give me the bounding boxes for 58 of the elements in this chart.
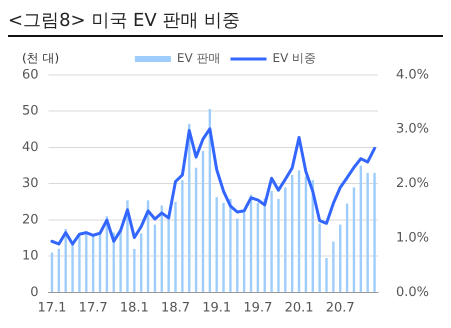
bar (64, 228, 67, 292)
y2-tick-label: 4.0% (396, 67, 430, 82)
y-tick-label: 10 (22, 248, 39, 264)
bar (85, 234, 88, 292)
y2-tick-label: 0.0% (396, 284, 430, 300)
bar (181, 180, 184, 292)
bar (304, 176, 308, 292)
bar (140, 233, 142, 292)
y2-tick-label: 3.0% (396, 122, 430, 137)
bar (346, 204, 348, 292)
bar (284, 187, 287, 292)
y-tick-label: 40 (22, 140, 39, 155)
bar (106, 216, 108, 292)
bar (339, 224, 342, 292)
bar (71, 245, 74, 292)
bar (332, 242, 335, 292)
bar (146, 200, 150, 292)
bar (194, 168, 198, 292)
y-tick-label: 30 (22, 176, 39, 192)
bar (360, 166, 362, 292)
bar (119, 228, 122, 292)
x-tick-label: 20.1 (284, 300, 314, 316)
bar (242, 212, 246, 292)
y-tick-label: 20 (22, 212, 39, 228)
bar (366, 172, 369, 292)
y-tick-label: 50 (22, 104, 39, 119)
legend-label: EV 판매 (176, 51, 221, 66)
bar (264, 198, 266, 292)
bar (58, 248, 60, 292)
bar (78, 236, 81, 292)
y-axis-title: (천 대) (22, 51, 60, 66)
x-tick-label: 19.7 (243, 300, 272, 316)
bar (133, 248, 136, 292)
bar (160, 205, 163, 292)
bar (92, 236, 94, 292)
bar (208, 109, 212, 292)
bar (290, 175, 294, 292)
bar (188, 124, 190, 292)
y2-tick-label: 1.0% (396, 230, 430, 246)
bar (256, 202, 260, 292)
x-tick-label: 17.1 (37, 300, 66, 316)
bar (154, 224, 156, 292)
bar (229, 198, 232, 292)
x-tick-label: 20.7 (326, 300, 355, 316)
bar (270, 190, 273, 292)
x-tick-label: 18.7 (161, 300, 190, 316)
chart-title: <그림8> 미국 EV 판매 비중 (8, 8, 443, 37)
bar (318, 224, 321, 292)
bar (236, 218, 238, 292)
bar (215, 197, 218, 292)
x-tick-label: 18.1 (120, 300, 149, 316)
bar (222, 202, 225, 292)
y-tick-label: 0 (30, 284, 39, 300)
x-tick-label: 17.7 (78, 300, 108, 316)
legend-label: EV 비중 (272, 51, 316, 66)
x-tick-label: 19.1 (202, 300, 232, 316)
y-tick-label: 60 (22, 67, 39, 82)
y2-tick-label: 2.0% (396, 176, 430, 192)
